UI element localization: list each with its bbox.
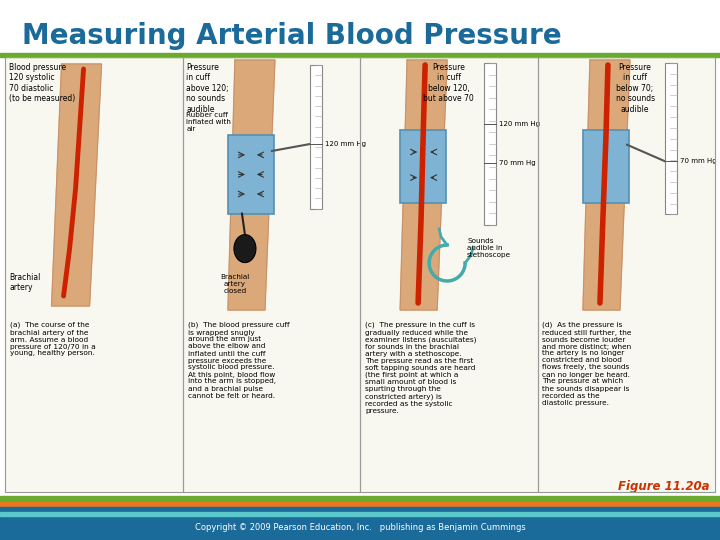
Polygon shape	[52, 64, 102, 306]
Bar	[182, 57, 360, 492]
Polygon shape	[228, 60, 275, 310]
Text: Copyright © 2009 Pearson Education, Inc.   publishing as Benjamin Cummings: Copyright © 2009 Pearson Education, Inc.…	[194, 523, 526, 532]
Ellipse shape	[234, 234, 256, 262]
Text: (a)  The course of the
brachial artery of the
arm. Assume a blood
pressure of 12: (a) The course of the brachial artery of…	[10, 322, 96, 356]
Bar	[583, 130, 629, 203]
Text: 120 mm Hg: 120 mm Hg	[325, 141, 366, 147]
Bar	[360, 57, 538, 492]
Bar	[0, 496, 720, 502]
Text: 70 mm Hg: 70 mm Hg	[499, 160, 536, 166]
Bar	[5, 57, 182, 492]
Text: 70 mm Hg: 70 mm Hg	[680, 158, 717, 164]
Text: Rubber cuff
inflated with
air: Rubber cuff inflated with air	[186, 112, 231, 132]
Text: (c)  The pressure in the cuff is
gradually reduced while the
examiner listens (a: (c) The pressure in the cuff is graduall…	[365, 322, 477, 414]
Text: Pressure
in cuff
below 120,
but above 70: Pressure in cuff below 120, but above 70	[423, 63, 474, 103]
Bar	[0, 53, 720, 57]
Text: Brachial
artery
closed: Brachial artery closed	[220, 274, 250, 294]
Polygon shape	[583, 60, 630, 310]
Bar	[228, 136, 274, 214]
Text: 120 mm Hg: 120 mm Hg	[499, 122, 540, 127]
Bar	[665, 63, 678, 214]
Text: Pressure
in cuff
below 70;
no sounds
audible: Pressure in cuff below 70; no sounds aud…	[616, 63, 654, 113]
Bar	[538, 57, 715, 492]
Bar	[310, 65, 323, 208]
Text: Blood pressure
120 systolic
70 diastolic
(to be measured): Blood pressure 120 systolic 70 diastolic…	[9, 63, 76, 103]
Text: Pressure
in cuff
above 120;
no sounds
audible: Pressure in cuff above 120; no sounds au…	[186, 63, 229, 113]
Bar	[5, 57, 715, 492]
Text: (b)  The blood pressure cuff
is wrapped snugly
around the arm just
above the elb: (b) The blood pressure cuff is wrapped s…	[187, 322, 289, 399]
Text: Sounds
audible in
stethoscope: Sounds audible in stethoscope	[467, 238, 511, 258]
Text: Measuring Arterial Blood Pressure: Measuring Arterial Blood Pressure	[22, 22, 562, 50]
Text: Brachial
artery: Brachial artery	[9, 273, 40, 292]
Bar	[0, 512, 720, 516]
Text: (d)  As the pressure is
reduced still further, the
sounds become louder
and more: (d) As the pressure is reduced still fur…	[542, 322, 632, 406]
Bar	[485, 63, 496, 225]
Bar	[0, 502, 720, 507]
Text: Figure 11.20a: Figure 11.20a	[618, 480, 710, 493]
Polygon shape	[400, 60, 447, 310]
Bar	[0, 516, 720, 540]
Bar	[400, 130, 446, 203]
Bar	[0, 507, 720, 512]
